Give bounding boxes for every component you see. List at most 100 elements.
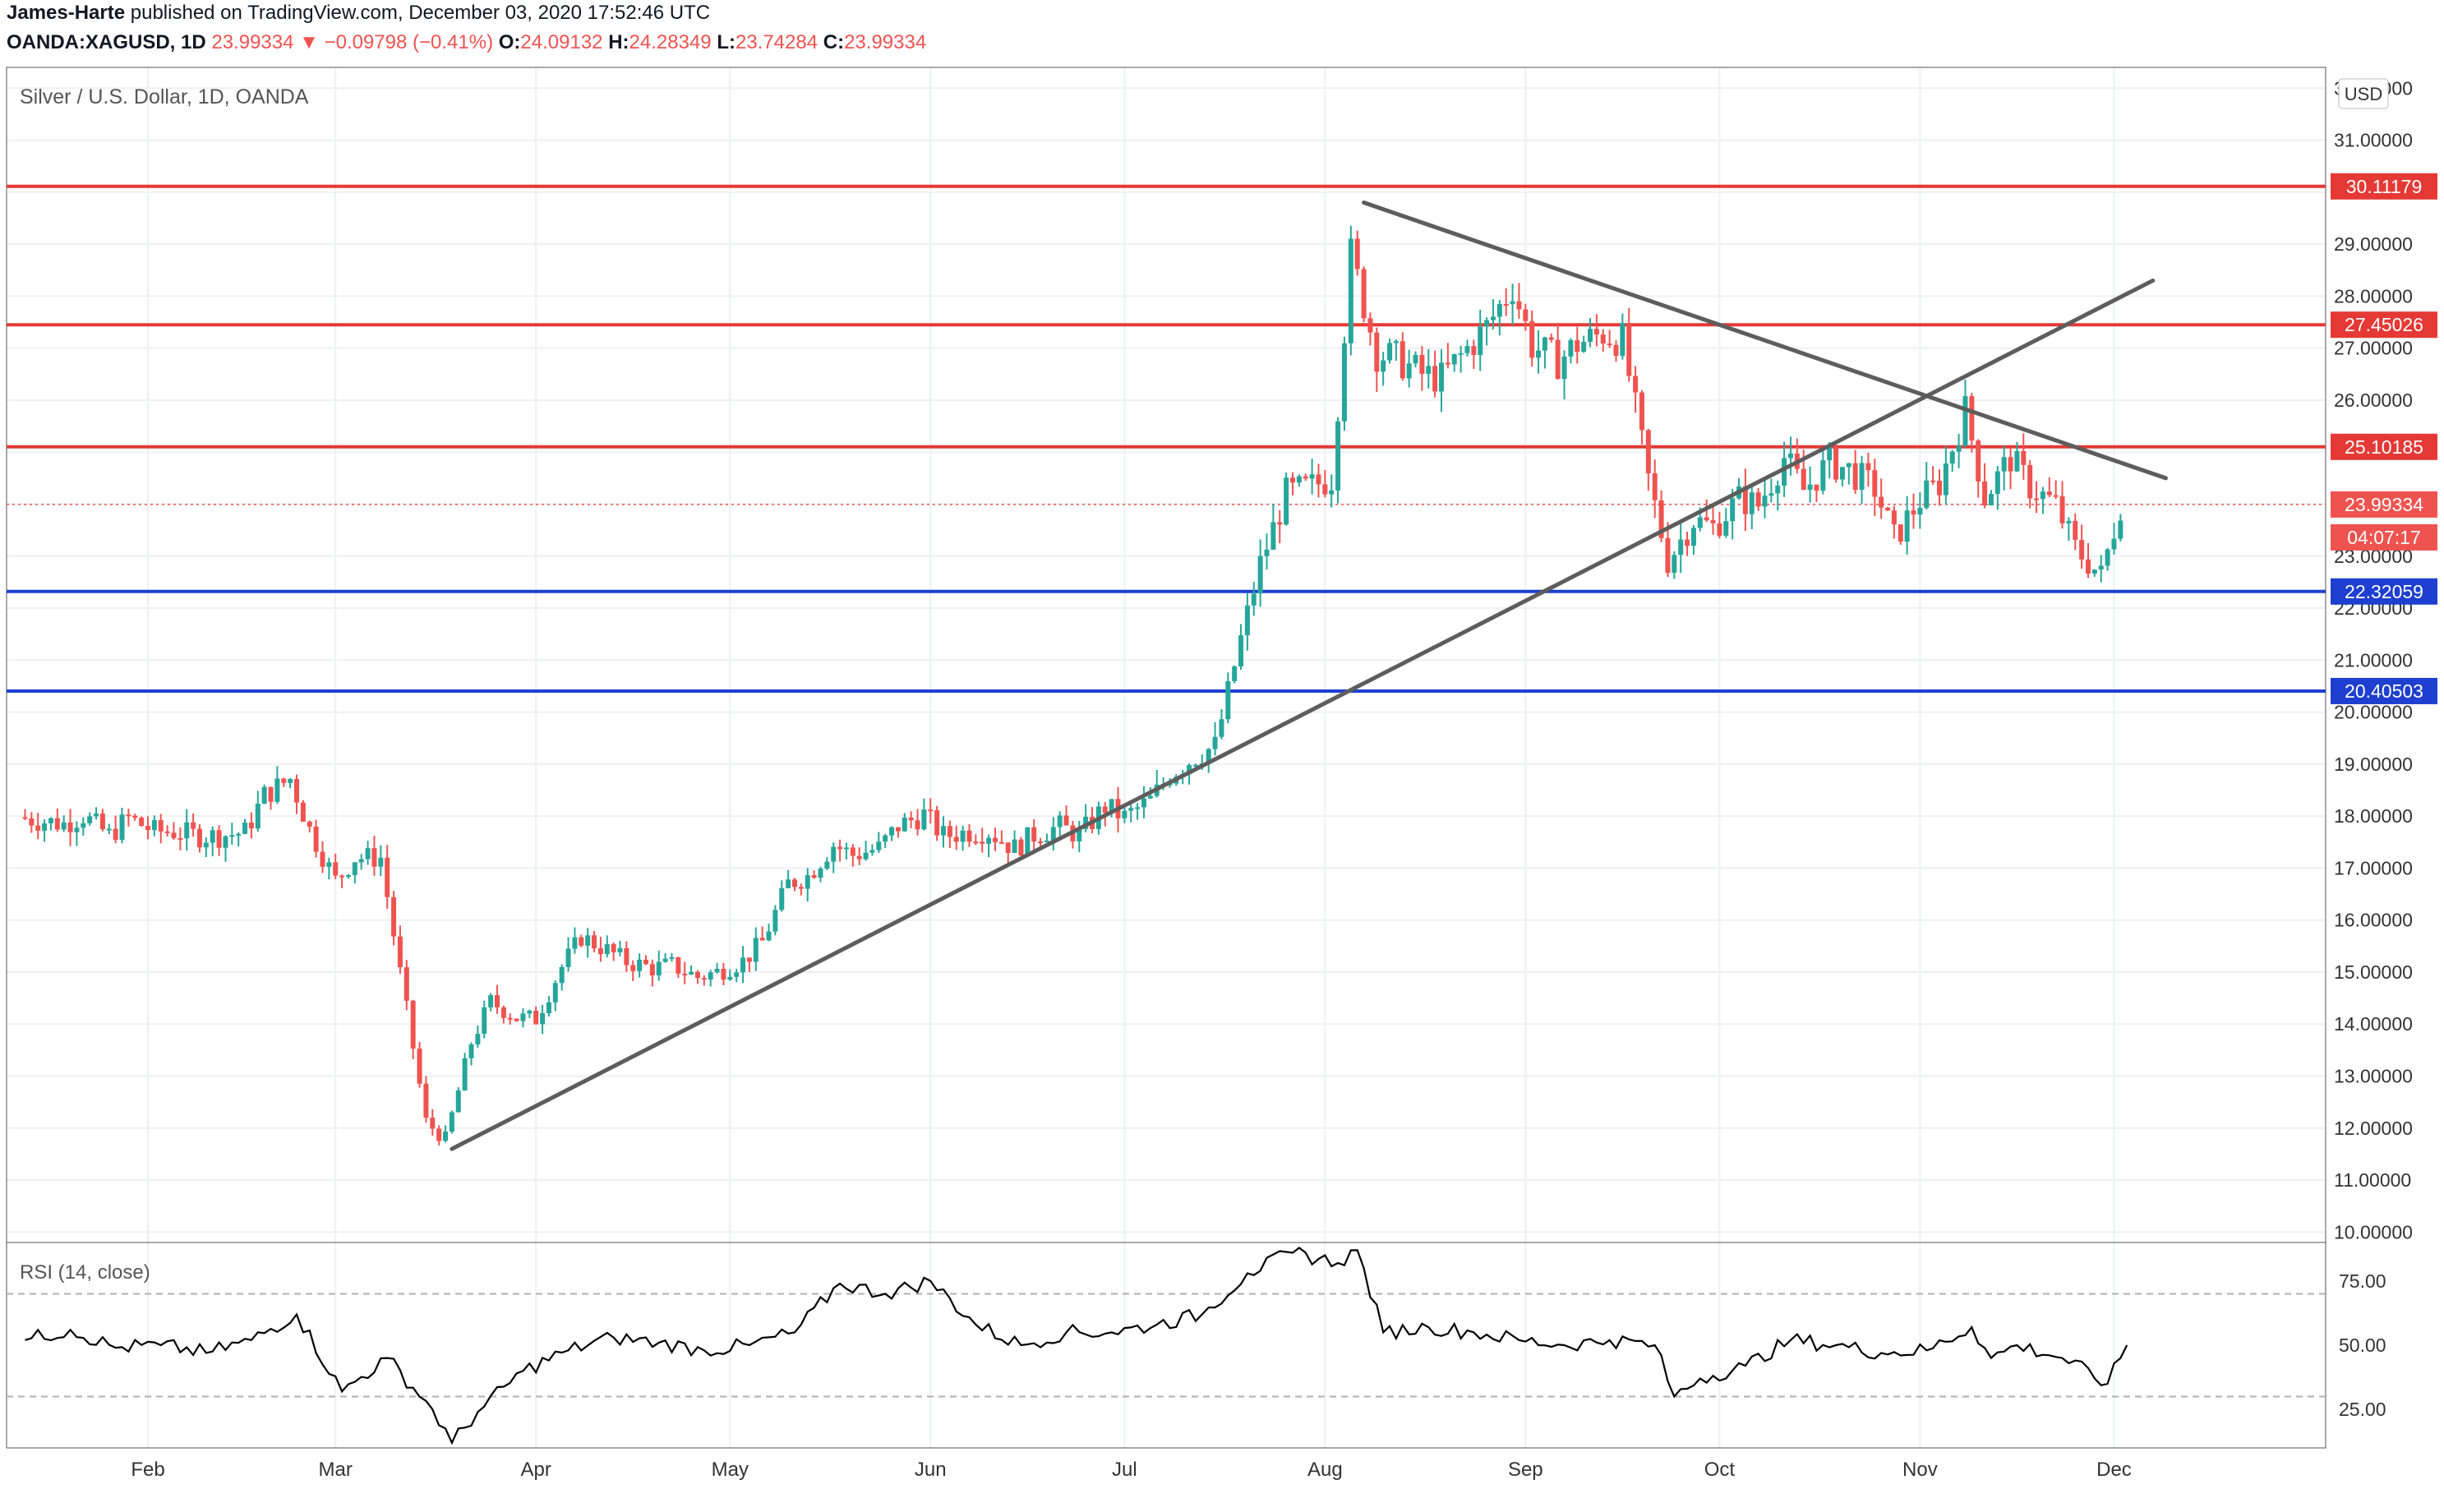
- price-tick-label: 31.00000: [2334, 130, 2413, 151]
- publish-info: published on TradingView.com, December 0…: [130, 2, 711, 24]
- candle-body: [1755, 492, 1761, 507]
- candle-body: [345, 874, 351, 877]
- current-price-tag-text: 23.99334: [2345, 494, 2423, 515]
- candle-body: [1807, 484, 1813, 491]
- candle-body: [1406, 363, 1412, 379]
- candle-body: [592, 935, 597, 948]
- chart-title: Silver / U.S. Dollar, 1D, OANDA: [20, 85, 309, 108]
- candle-body: [585, 935, 591, 946]
- resistance-level-tag-text: 25.10185: [2345, 436, 2423, 458]
- trendline: [1362, 201, 2168, 481]
- candle-body: [915, 820, 920, 830]
- candle-body: [876, 841, 882, 850]
- support-level-tag-box: [2331, 578, 2437, 605]
- candle-body: [119, 814, 125, 841]
- rsi-tick-label: 50.00: [2339, 1335, 2386, 1356]
- candle-body: [1930, 480, 1936, 482]
- trendlines[interactable]: [450, 201, 2168, 1151]
- down-arrow-icon: ▼: [299, 31, 319, 53]
- currency-box[interactable]: [2338, 78, 2389, 109]
- candle-body: [1484, 320, 1490, 327]
- candle-body: [1917, 508, 1923, 515]
- rsi-axis: 25.00 50.00 75.00: [2339, 1270, 2386, 1420]
- candle-body: [307, 821, 312, 827]
- candle-body: [1613, 344, 1619, 356]
- candle-body: [1387, 343, 1393, 361]
- candle-body: [1038, 841, 1044, 843]
- candle-body: [2014, 450, 2020, 472]
- time-tick-label: Jul: [1112, 1459, 1137, 1481]
- candle-body: [669, 957, 675, 959]
- candle-body: [2098, 565, 2104, 570]
- candle-body: [1859, 463, 1865, 491]
- candle-body: [494, 995, 500, 1007]
- candle-body: [371, 848, 377, 867]
- candle-body: [662, 958, 668, 962]
- candle-body: [397, 936, 403, 968]
- resistance-level-tag-text: 27.45026: [2345, 314, 2423, 335]
- symbol-label[interactable]: OANDA:XAGUSD, 1D: [7, 31, 206, 53]
- candle-body: [786, 879, 791, 888]
- candle-body: [1309, 474, 1315, 479]
- candle-body: [1381, 360, 1386, 372]
- time-tick-label: Apr: [521, 1459, 551, 1481]
- candle-body: [223, 836, 228, 848]
- candle-body: [1924, 480, 1930, 509]
- candle-body: [1147, 795, 1153, 799]
- candle-body: [145, 826, 150, 831]
- candle-body: [1600, 334, 1606, 344]
- candle-body: [67, 822, 73, 832]
- high-value: 24.28349: [629, 31, 712, 53]
- candle-body: [1192, 764, 1198, 767]
- candle-body: [1607, 343, 1612, 346]
- candle-body: [734, 972, 740, 977]
- candle-body: [1717, 523, 1722, 536]
- candle-body: [1555, 339, 1561, 380]
- candle-body: [1801, 468, 1806, 491]
- time-axis[interactable]: Feb Mar Apr May Jun Jul Aug Sep Oct Nov Dec: [131, 1459, 2132, 1481]
- candle-body: [1374, 332, 1380, 372]
- candle-body: [210, 830, 215, 843]
- candle-body: [1827, 446, 1833, 461]
- support-level-tag-text: 20.40503: [2345, 680, 2423, 702]
- candlestick-series: [22, 225, 2124, 1146]
- price-axis[interactable]: 10.00000 11.00000 12.00000 13.00000 14.00000…: [2334, 77, 2413, 1242]
- candle-body: [1122, 810, 1127, 818]
- candle-body: [2105, 549, 2110, 566]
- candle-body: [540, 1013, 546, 1025]
- price-tick-label: 13.00000: [2334, 1066, 2413, 1087]
- candle-body: [1439, 362, 1444, 392]
- candle-body: [1018, 839, 1024, 855]
- candle-body: [1672, 555, 1677, 574]
- candle-body: [1057, 815, 1063, 827]
- candle-body: [1005, 842, 1011, 854]
- candle-body: [1044, 840, 1049, 842]
- candle-body: [1458, 353, 1464, 355]
- candle-body: [856, 855, 862, 860]
- candle-body: [1969, 396, 1975, 441]
- candle-body: [1277, 522, 1283, 525]
- candle-body: [617, 947, 623, 952]
- candle-body: [2008, 457, 2013, 472]
- candle-body: [1581, 342, 1587, 353]
- candle-body: [1814, 484, 1819, 491]
- candle-body: [1994, 471, 2000, 495]
- price-tick-label: 19.00000: [2334, 754, 2413, 775]
- horizontal-levels[interactable]: [7, 184, 2326, 693]
- candle-body: [1820, 460, 1826, 491]
- candle-body: [1296, 476, 1302, 483]
- candle-body: [1419, 354, 1425, 374]
- candle-body: [1775, 485, 1781, 494]
- candle-body: [216, 830, 222, 848]
- candle-body: [1645, 430, 1651, 474]
- candle-body: [2066, 520, 2072, 523]
- author-name[interactable]: James-Harte: [7, 2, 126, 24]
- candle-body: [792, 879, 797, 887]
- price-tick-label: 27.00000: [2334, 338, 2413, 359]
- candle-body: [1445, 362, 1450, 365]
- candle-body: [759, 938, 765, 941]
- open-value: 24.09132: [520, 31, 603, 53]
- resistance-level-tag-box: [2331, 311, 2437, 339]
- candle-body: [410, 1000, 416, 1049]
